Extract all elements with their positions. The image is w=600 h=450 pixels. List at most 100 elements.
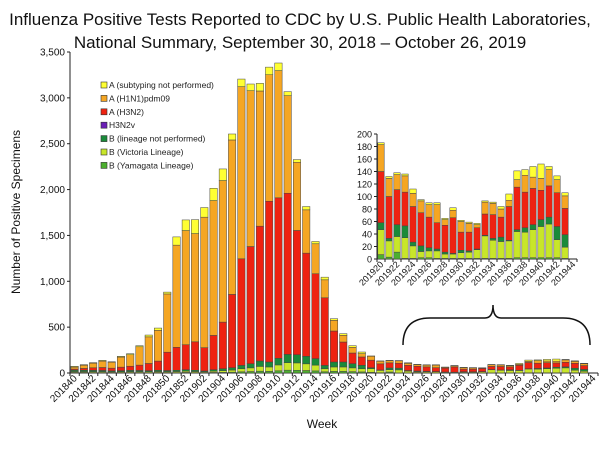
- inset-bar-201928-b-victoria-lineage-: [441, 253, 449, 259]
- bar-201934-b-victoria-lineage-: [496, 369, 505, 374]
- inset-bar-201929-a-subtyping-not-performed-: [449, 207, 457, 211]
- inset-bar-201925-b-lineage-not-performed-: [417, 245, 425, 252]
- inset-bar-201922-a-h1n1-pdm09: [393, 174, 401, 190]
- inset-bar-201941-a-h3n2-: [545, 185, 553, 218]
- bar-201914-b-lineage-not-performed-: [311, 358, 320, 366]
- bar-201942-a-subtyping-not-performed-: [570, 360, 579, 362]
- bar-201846-a-subtyping-not-performed-: [126, 353, 135, 355]
- bar-201938-a-subtyping-not-performed-: [533, 359, 542, 361]
- inset-bar-201933-a-h3n2-: [481, 213, 489, 236]
- bar-201844-a-h3n2-: [107, 367, 116, 372]
- bar-201908-a-h1n1-pdm09: [255, 90, 264, 227]
- inset-y-tick-label: 60: [362, 217, 372, 227]
- chart-title-line-2: National Summary, September 30, 2018 – O…: [74, 33, 526, 52]
- bar-201904-b-lineage-not-performed-: [218, 368, 227, 371]
- bar-201920-b-victoria-lineage-: [367, 368, 376, 373]
- inset-bar-201940-a-h3n2-: [537, 190, 545, 220]
- bar-201918-b-victoria-lineage-: [348, 367, 357, 372]
- bar-201915-a-h1n1-pdm09: [320, 279, 329, 299]
- bar-201847-a-h1n1-pdm09: [135, 346, 144, 366]
- legend-label: A (H1N1)pdm09: [109, 93, 170, 103]
- inset-bar-201920-a-h3n2-: [377, 171, 385, 223]
- bar-201909-b-lineage-not-performed-: [265, 361, 274, 368]
- bar-201908-a-subtyping-not-performed-: [255, 83, 264, 92]
- inset-bar-201921-a-h1n1-pdm09: [385, 178, 393, 197]
- bar-201942-a-h1n1-pdm09: [570, 361, 579, 364]
- bar-201942-b-lineage-not-performed-: [570, 367, 579, 371]
- inset-bar-201939-a-subtyping-not-performed-: [529, 166, 537, 178]
- bar-201927-a-h3n2-: [431, 367, 440, 372]
- bar-201911-a-subtyping-not-performed-: [283, 91, 292, 96]
- inset-bar-201932-a-h1n1-pdm09: [473, 224, 481, 228]
- bar-201911-b-lineage-not-performed-: [283, 354, 292, 363]
- inset-bar-201930-b-lineage-not-performed-: [457, 250, 465, 253]
- inset-bar-201931-a-subtyping-not-performed-: [465, 221, 473, 224]
- inset-bar-201937-a-h1n1-pdm09: [513, 179, 521, 188]
- bar-201918-a-subtyping-not-performed-: [348, 345, 357, 348]
- inset-bar-201936-b-victoria-lineage-: [505, 240, 513, 259]
- bar-201903-a-h3n2-: [209, 335, 218, 370]
- bar-201922-b-victoria-lineage-: [385, 369, 394, 373]
- bar-201919-b-victoria-lineage-: [357, 368, 366, 373]
- bar-201849-a-h3n2-: [154, 360, 162, 371]
- bar-201905-a-h3n2-: [228, 294, 237, 368]
- legend-swatch: [100, 162, 108, 169]
- inset-bar-201928-a-h1n1-pdm09: [441, 219, 449, 226]
- inset-bar-201938-a-h1n1-pdm09: [521, 175, 529, 193]
- bar-201940-a-subtyping-not-performed-: [552, 358, 561, 362]
- bar-201903-a-subtyping-not-performed-: [209, 188, 218, 201]
- inset-bar-201925-a-h3n2-: [417, 212, 425, 247]
- bar-201912-a-subtyping-not-performed-: [292, 159, 301, 163]
- inset-bar-201940-b-lineage-not-performed-: [537, 219, 545, 227]
- y-tick-label: 2,500: [40, 139, 65, 150]
- bar-201917-b-victoria-lineage-: [339, 366, 348, 372]
- inset-bar-201927-a-h3n2-: [433, 222, 441, 250]
- inset-bar-201932-b-victoria-lineage-: [473, 249, 481, 259]
- bar-201917-a-h3n2-: [339, 341, 348, 363]
- bar-201914-a-subtyping-not-performed-: [311, 241, 320, 245]
- legend-swatch: [100, 148, 108, 156]
- bar-201910-a-subtyping-not-performed-: [274, 62, 283, 71]
- inset-bar-201932-a-h3n2-: [473, 227, 481, 250]
- bar-201910-a-h1n1-pdm09: [274, 70, 283, 199]
- bar-201911-b-yamagata-lineage-: [283, 369, 292, 374]
- bar-201924-a-subtyping-not-performed-: [404, 362, 413, 364]
- bar-201912-b-yamagata-lineage-: [292, 369, 301, 374]
- bar-201843-a-h1n1-pdm09: [98, 360, 107, 368]
- bar-201919-a-h3n2-: [357, 356, 366, 366]
- inset-bar-201921-b-victoria-lineage-: [385, 240, 393, 258]
- bar-201910-a-h3n2-: [274, 197, 283, 359]
- inset-bar-201934-a-h1n1-pdm09: [489, 203, 497, 215]
- bar-201921-a-h3n2-: [376, 363, 385, 371]
- y-tick-label: 1,500: [40, 231, 65, 242]
- inset-bar-201928-b-lineage-not-performed-: [441, 251, 449, 255]
- bar-201926-a-h3n2-: [422, 366, 431, 372]
- bar-201930-a-h3n2-: [459, 368, 468, 372]
- bar-201928-a-h3n2-: [441, 367, 450, 373]
- legend-swatch: [100, 135, 108, 142]
- inset-bar-201941-b-victoria-lineage-: [545, 223, 553, 258]
- bar-201850-a-subtyping-not-performed-: [163, 291, 172, 295]
- y-tick-label: 3,500: [40, 48, 65, 59]
- inset-bar-201926-a-h1n1-pdm09: [425, 204, 433, 218]
- inset-bar-201934-a-h3n2-: [489, 214, 497, 239]
- bar-201916-b-lineage-not-performed-: [330, 361, 338, 368]
- inset-bar-201927-b-lineage-not-performed-: [433, 248, 441, 252]
- legend: A (subtyping not performed) A (H1N1)pdm09…: [100, 80, 214, 170]
- inset-y-tick-label: 20: [362, 242, 372, 252]
- bar-201938-b-victoria-lineage-: [533, 368, 542, 374]
- bar-201912-a-h1n1-pdm09: [292, 161, 301, 231]
- inset-bar-201943-a-h1n1-pdm09: [561, 195, 569, 209]
- bar-201916-a-h1n1-pdm09: [330, 320, 338, 332]
- bar-201940-a-h1n1-pdm09: [552, 360, 561, 364]
- bar-201933-a-h3n2-: [487, 366, 496, 370]
- bar-201906-a-h3n2-: [237, 258, 246, 366]
- bar-201917-a-subtyping-not-performed-: [339, 333, 348, 336]
- inset-bar-201939-b-victoria-lineage-: [529, 229, 537, 258]
- inset-bar-201933-a-subtyping-not-performed-: [481, 200, 489, 203]
- inset-bar-201926-a-subtyping-not-performed-: [425, 202, 433, 205]
- bar-201941-a-h3n2-: [561, 362, 570, 368]
- bar-201929-a-h3n2-: [450, 366, 459, 373]
- bar-201912-b-victoria-lineage-: [292, 362, 301, 371]
- inset-bar-201935-a-h3n2-: [497, 216, 505, 238]
